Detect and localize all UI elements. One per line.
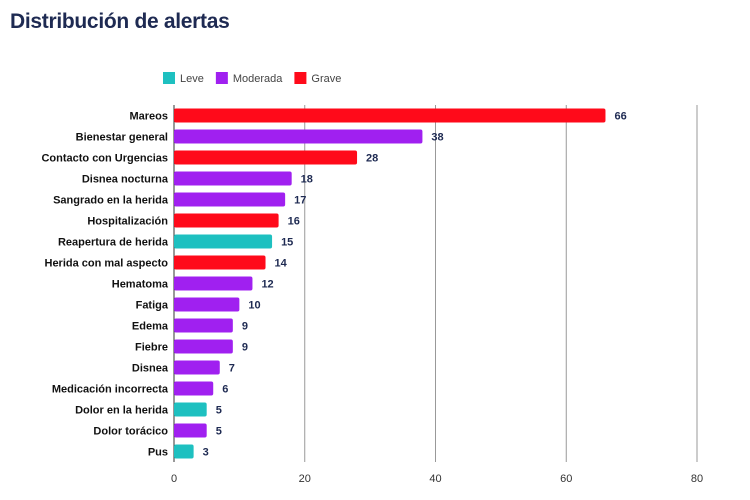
- legend-label-grave: Grave: [311, 73, 341, 85]
- bar-10: [174, 318, 233, 333]
- bar-6: [174, 234, 273, 249]
- data-label: 14: [275, 258, 288, 270]
- bar-5: [174, 213, 279, 228]
- data-label: 5: [216, 426, 222, 438]
- legend-swatch-leve: [163, 72, 175, 84]
- category-label: Reapertura de herida: [58, 237, 169, 249]
- bar-14: [174, 402, 207, 417]
- x-tick-label: 40: [429, 473, 441, 485]
- data-label: 6: [222, 384, 228, 396]
- bar-9: [174, 297, 240, 312]
- bar-2: [174, 150, 358, 165]
- bar-8: [174, 276, 253, 291]
- category-label: Herida con mal aspecto: [45, 258, 169, 270]
- x-tick-label: 0: [171, 473, 177, 485]
- bar-12: [174, 360, 220, 375]
- bar-0: [174, 108, 606, 123]
- bar-11: [174, 339, 233, 354]
- category-label: Disnea: [132, 363, 169, 375]
- data-label: 15: [281, 237, 293, 249]
- bar-4: [174, 192, 286, 207]
- category-label: Edema: [132, 321, 169, 333]
- category-label: Fiebre: [135, 342, 168, 354]
- legend-swatch-moderada: [215, 72, 228, 84]
- x-tick-label: 60: [560, 473, 572, 485]
- x-tick-label: 20: [299, 473, 311, 485]
- category-label: Hospitalización: [87, 216, 168, 228]
- data-label: 28: [366, 153, 378, 165]
- category-label: Dolor torácico: [93, 426, 168, 438]
- category-label: Contacto con Urgencias: [41, 153, 168, 165]
- x-tick-label: 80: [691, 473, 703, 485]
- category-label: Fatiga: [136, 300, 169, 312]
- legend-swatch-grave: [294, 72, 307, 84]
- category-label: Bienestar general: [76, 132, 168, 144]
- data-label: 16: [288, 216, 300, 228]
- bar-16: [174, 444, 194, 459]
- data-label: 18: [301, 174, 313, 186]
- category-label: Hematoma: [112, 279, 169, 291]
- legend-label-leve: Leve: [180, 73, 204, 85]
- data-label: 9: [242, 342, 248, 354]
- data-label: 10: [248, 300, 260, 312]
- category-label: Disnea nocturna: [82, 174, 169, 186]
- data-label: 38: [431, 132, 443, 144]
- chart-title: Distribución de alertas: [10, 10, 230, 33]
- category-label: Sangrado en la herida: [53, 195, 169, 207]
- data-label: 7: [229, 363, 235, 375]
- category-label: Dolor en la herida: [75, 405, 169, 417]
- category-label: Medicación incorrecta: [52, 384, 169, 396]
- data-label: 66: [614, 111, 626, 123]
- category-label: Pus: [148, 447, 168, 459]
- bar-1: [174, 129, 423, 144]
- data-label: 17: [294, 195, 306, 207]
- category-label: Mareos: [129, 111, 168, 123]
- bar-7: [174, 255, 266, 270]
- bar-15: [174, 423, 207, 438]
- bar-13: [174, 381, 214, 396]
- data-label: 3: [203, 447, 209, 459]
- data-label: 12: [261, 279, 273, 291]
- data-label: 5: [216, 405, 222, 417]
- bar-3: [174, 171, 292, 186]
- data-label: 9: [242, 321, 248, 333]
- legend-label-moderada: Moderada: [233, 73, 283, 85]
